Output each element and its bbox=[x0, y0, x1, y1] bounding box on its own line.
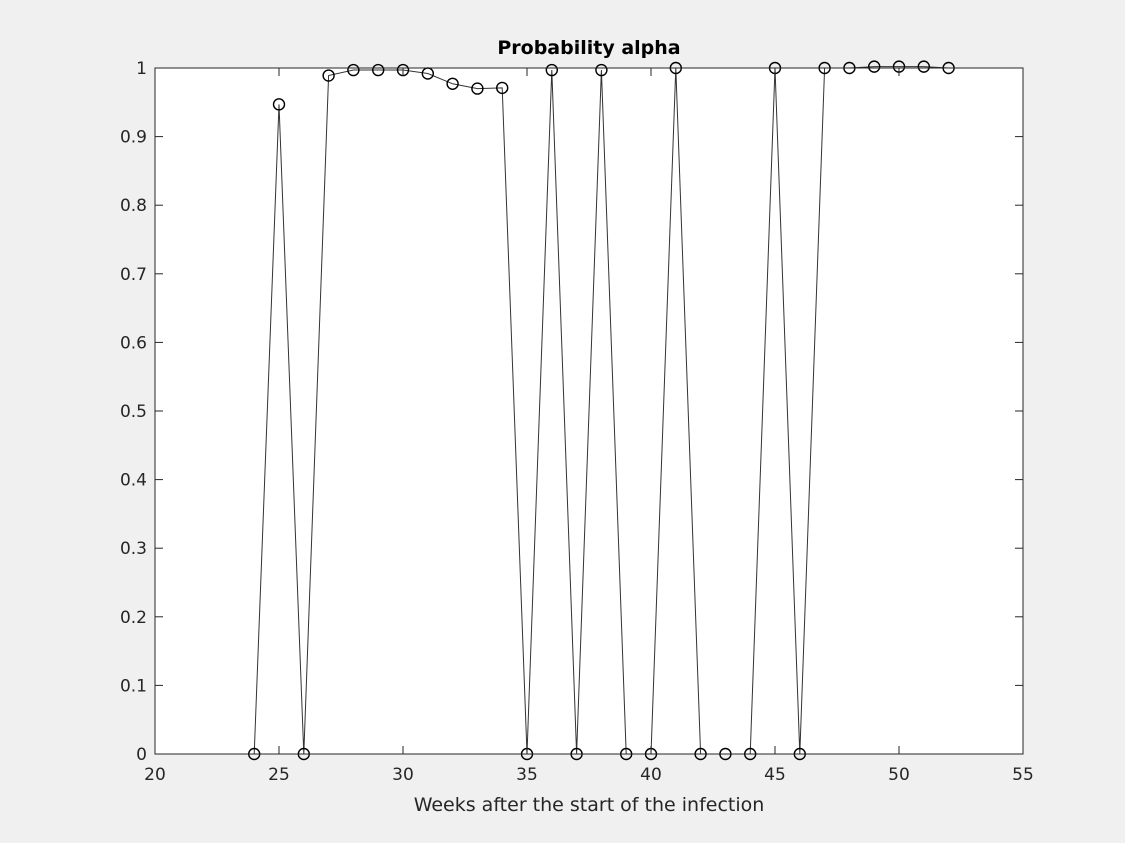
data-point bbox=[446, 77, 459, 90]
data-point bbox=[868, 60, 881, 73]
data-point bbox=[595, 63, 608, 77]
y-tick-label: 0.8 bbox=[120, 196, 147, 216]
y-tick-label: 0.5 bbox=[120, 402, 147, 422]
chart-title: Probability alpha bbox=[497, 37, 680, 59]
data-point bbox=[496, 81, 509, 95]
x-tick-label: 45 bbox=[764, 765, 786, 785]
data-point bbox=[372, 63, 385, 77]
x-tick-label: 20 bbox=[144, 765, 166, 785]
tick-layer: 20 25 30 35 40 45 50 55 0 0.1 0.2 0.3 0.4 0.5 0.6 0.7 0.… bbox=[120, 59, 1034, 785]
y-tick-label: 0.3 bbox=[120, 539, 147, 559]
x-tick-label: 30 bbox=[392, 765, 414, 785]
y-tick-label: 0.9 bbox=[120, 128, 147, 148]
y-tick-label: 0.1 bbox=[120, 676, 147, 696]
y-tick-label: 0.2 bbox=[120, 608, 147, 628]
x-axis-label: Weeks after the start of the infection bbox=[414, 794, 765, 816]
x-tick-label: 40 bbox=[640, 765, 662, 785]
y-tick-label: 0.6 bbox=[120, 333, 147, 353]
data-point bbox=[545, 63, 558, 77]
data-point bbox=[322, 69, 335, 82]
x-tick-label: 35 bbox=[516, 765, 538, 785]
data-point bbox=[471, 82, 484, 95]
y-tick-label: 0.7 bbox=[120, 265, 147, 285]
data-point bbox=[347, 63, 360, 77]
data-point bbox=[272, 98, 286, 111]
x-tick-label: 50 bbox=[888, 765, 910, 785]
y-tick-label: 1 bbox=[136, 59, 147, 79]
y-tick-label: 0 bbox=[136, 745, 147, 765]
x-tick-label: 55 bbox=[1012, 765, 1034, 785]
y-tick-label: 0.4 bbox=[120, 471, 147, 491]
data-point bbox=[917, 60, 930, 73]
x-tick-label: 25 bbox=[268, 765, 290, 785]
